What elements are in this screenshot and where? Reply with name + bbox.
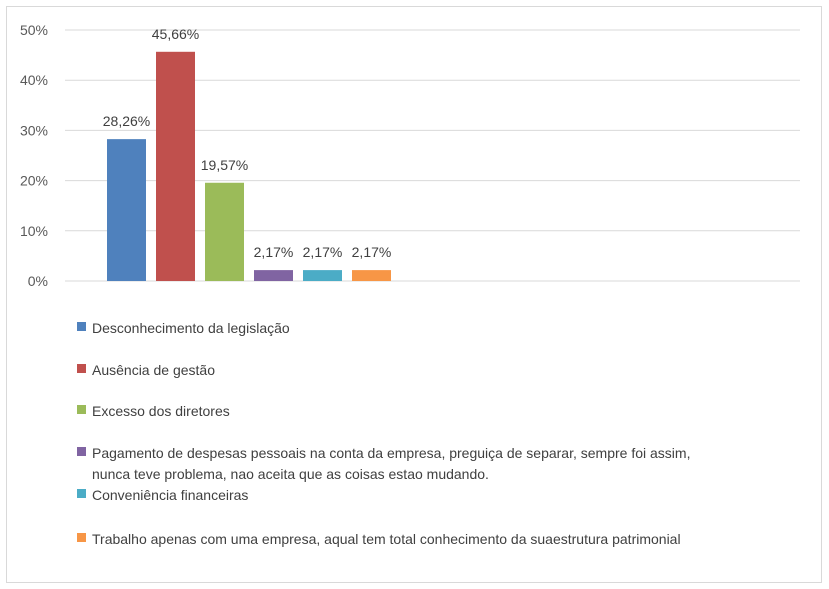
legend-swatch [77,405,86,414]
data-label: 28,26% [103,113,150,129]
legend-label: Desconhecimento da legislação [92,320,290,336]
bar [205,182,244,281]
legend-label: nunca teve problema, nao aceita que as c… [92,466,489,482]
legend-swatch [77,447,86,456]
legend-label: Trabalho apenas com uma empresa, aqual t… [92,531,681,547]
y-tick-label: 0% [28,273,48,289]
y-tick-label: 40% [20,72,48,88]
data-label: 2,17% [303,244,343,260]
bar [107,139,146,281]
legend-label: Pagamento de despesas pessoais na conta … [92,445,690,461]
y-axis-tick-labels: 0% 10% 20% 30% 40% 50% [20,22,48,289]
data-label: 2,17% [352,244,392,260]
data-label: 45,66% [152,26,199,42]
data-label: 19,57% [201,157,248,173]
legend-swatch [77,364,86,373]
data-labels: 28,26% 45,66% 19,57% 2,17% 2,17% 2,17% [103,26,392,260]
y-tick-label: 20% [20,173,48,189]
legend-label: Excesso dos diretores [92,403,230,419]
bar [254,270,293,281]
legend: Desconhecimento da legislação Ausência de… [77,320,690,547]
legend-swatch [77,533,86,542]
data-label: 2,17% [254,244,294,260]
y-tick-label: 10% [20,223,48,239]
y-tick-label: 50% [20,22,48,38]
chart-area [6,6,822,583]
legend-label: Ausência de gestão [92,362,215,378]
bar [352,270,391,281]
legend-label: Conveniência financeiras [92,487,248,503]
bar [156,51,195,281]
legend-swatch [77,489,86,498]
y-tick-label: 30% [20,122,48,138]
legend-swatch [77,322,86,331]
bars [107,51,391,281]
bar [303,270,342,281]
